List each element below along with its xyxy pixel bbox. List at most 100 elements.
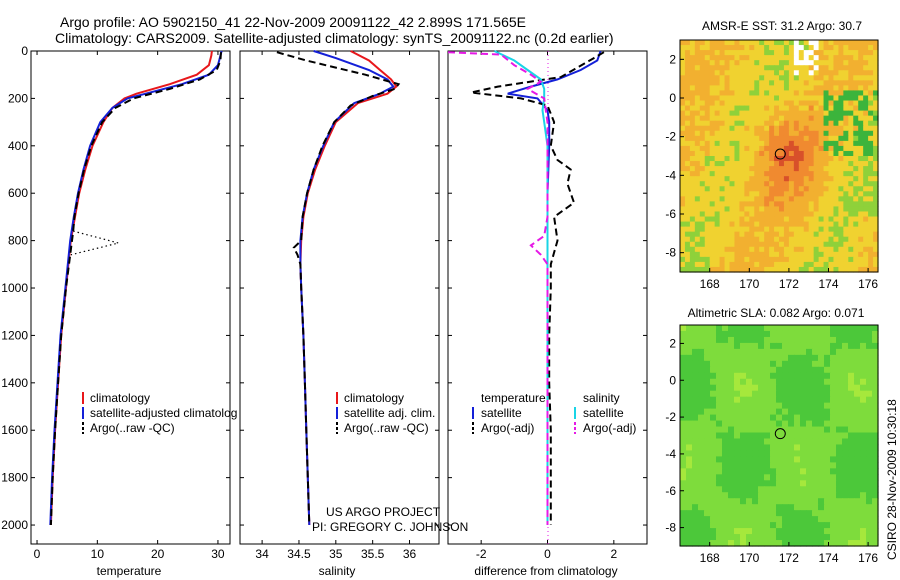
heatmap-cell (716, 402, 723, 410)
heatmap-cell (783, 85, 790, 92)
heatmap-cell (808, 70, 815, 76)
heatmap-cell (842, 480, 849, 487)
sla-heatmap-cells (680, 325, 879, 547)
heatmap-cell (794, 336, 801, 344)
heatmap-cell (714, 166, 721, 172)
heatmap-cell (788, 540, 795, 547)
heatmap-cell (843, 156, 849, 162)
heatmap-cell (823, 45, 830, 51)
heatmap-cell (868, 50, 874, 56)
heatmap-cell (714, 135, 721, 142)
heatmap-cell (779, 196, 785, 202)
heatmap-cell (739, 231, 745, 238)
heatmap-cell (866, 408, 873, 416)
heatmap-cell (808, 125, 815, 132)
heatmap-cell (833, 166, 839, 172)
heatmap-cell (818, 261, 825, 268)
heatmap-cell (848, 216, 854, 223)
heatmap-cell (788, 216, 795, 223)
heatmap-cell (812, 426, 819, 434)
heatmap-cell (836, 354, 843, 362)
heatmap-cell (818, 105, 825, 112)
heatmap-cell (838, 251, 844, 258)
heatmap-cell (722, 384, 729, 392)
heatmap-cell (752, 408, 759, 416)
heatmap-cell (774, 45, 780, 51)
heatmap-cell (764, 504, 771, 511)
heatmap-cell (788, 348, 795, 356)
heatmap-cell (734, 191, 740, 197)
heatmap-cell (858, 176, 864, 182)
heatmap-cell (872, 522, 879, 529)
heatmap-cell (764, 85, 770, 92)
heatmap-cell (734, 115, 740, 122)
heatmap-cell (818, 266, 825, 273)
heatmap-cell (704, 120, 711, 127)
heatmap-cell (686, 426, 693, 434)
heatmap-cell (798, 261, 805, 268)
heatmap-cell (710, 372, 717, 380)
x-tick-label: 2 (610, 547, 617, 561)
heatmap-cell (694, 135, 701, 142)
heatmap-cell (833, 241, 839, 248)
heatmap-cell (744, 196, 750, 202)
heatmap-cell (818, 540, 825, 547)
heatmap-cell (694, 226, 701, 233)
heatmap-cell (806, 468, 813, 475)
heatmap-cell (689, 196, 696, 202)
heatmap-cell (759, 100, 765, 107)
heatmap-cell (716, 438, 723, 446)
heatmap-cell (699, 55, 706, 61)
heatmap-cell (764, 150, 770, 157)
heatmap-cell (830, 396, 837, 404)
heatmap-cell (709, 251, 716, 258)
heatmap-cell (770, 408, 777, 416)
heatmap-cell (716, 378, 723, 386)
heatmap-cell (794, 396, 801, 404)
heatmap-cell (709, 241, 716, 248)
heatmap-cell (764, 216, 770, 223)
heatmap-cell (808, 100, 815, 107)
heatmap-cell (739, 206, 745, 213)
heatmap-cell (734, 396, 741, 404)
heatmap-cell (808, 236, 815, 243)
heatmap-cell (863, 251, 869, 258)
heatmap-cell (868, 176, 874, 182)
heatmap-cell (800, 504, 807, 511)
heatmap-cell (794, 540, 801, 547)
heatmap-cell (830, 336, 837, 344)
heatmap-cell (872, 432, 879, 440)
heatmap-cell (694, 156, 701, 162)
heatmap-cell (818, 256, 825, 263)
legend-label-satellite-adjusted: satellite-adjusted climatolog (90, 406, 237, 420)
heatmap-cell (828, 216, 835, 223)
heatmap-cell (744, 85, 750, 92)
heatmap-cell (704, 504, 711, 511)
heatmap-cell (704, 90, 711, 97)
heatmap-cell (863, 156, 869, 162)
heatmap-cell (788, 456, 795, 463)
heatmap-cell (833, 45, 839, 51)
heatmap-cell (728, 396, 735, 404)
heatmap-cell (830, 402, 837, 410)
heatmap-cell (873, 95, 879, 102)
heatmap-cell (764, 211, 770, 218)
heatmap-cell (764, 372, 771, 380)
heatmap-cell (754, 55, 760, 61)
heatmap-cell (858, 145, 864, 152)
heatmap-cell (838, 156, 844, 162)
heatmap-cell (848, 145, 854, 152)
heatmap-cell (719, 100, 726, 107)
heatmap-cell (858, 201, 864, 208)
heatmap-cell (769, 251, 775, 258)
heatmap-cell (740, 402, 747, 410)
heatmap-cell (759, 40, 765, 46)
heatmap-cell (704, 161, 711, 167)
heatmap-cell (734, 171, 740, 177)
heatmap-cell (719, 125, 726, 132)
heatmap-cell (704, 516, 711, 523)
heatmap-cell (704, 342, 711, 350)
heatmap-cell (714, 110, 721, 117)
heatmap-cell (838, 196, 844, 202)
heatmap-cell (709, 221, 716, 228)
